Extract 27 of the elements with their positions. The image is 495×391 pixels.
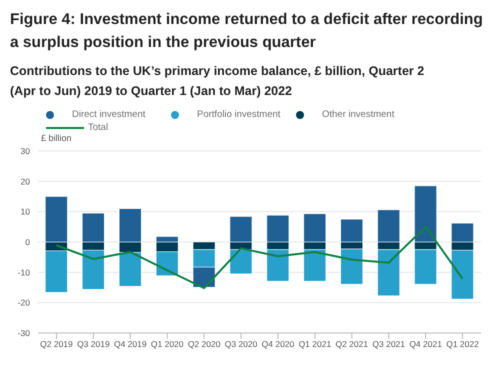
chart-title: Figure 4: Investment income returned to a deficit after recording a surplus position in the previous quarter: [10, 10, 484, 53]
x-tick-label: Q2 2019: [40, 339, 74, 350]
x-tick-label: Q3 2019: [77, 339, 110, 350]
legend-label: Other investment: [321, 109, 396, 120]
x-tick-label: Q4 2021: [409, 339, 442, 350]
x-tick-label: Q4 2020: [262, 339, 295, 350]
y-tick-label: 30: [20, 146, 30, 156]
y-tick-label: -30: [18, 328, 30, 338]
x-tick-label: Q3 2020: [224, 339, 258, 350]
legend-label: Total: [87, 122, 110, 133]
chart-subtitle: Contributions to the UK’s primary income balance, £ billion, Quarter 2 (Apr to Jun) 2019 to Quarter 1 (Jan to Mar) 2022: [10, 63, 426, 100]
y-tick-label: 10: [20, 206, 30, 217]
y-tick-label: -20: [18, 298, 30, 308]
x-tick-label: Q1 2022: [446, 339, 480, 350]
x-tick-label: Q2 2020: [188, 339, 221, 350]
x-tick-label: Q3 2021: [372, 339, 406, 350]
y-tick-label: 0: [25, 237, 30, 248]
y-axis-title: £ billion: [41, 133, 72, 143]
y-tick-label: -10: [18, 267, 30, 278]
legend-label: Direct investment: [71, 109, 146, 120]
x-tick-label: Q4 2019: [114, 339, 147, 350]
x-tick-label: Q1 2021: [298, 339, 332, 350]
legend-label: Portfolio investment: [196, 109, 282, 120]
x-tick-label: Q2 2021: [335, 339, 368, 350]
y-tick-label: 20: [20, 176, 30, 186]
x-tick-label: Q1 2020: [150, 339, 184, 350]
line-series: [55, 226, 464, 290]
